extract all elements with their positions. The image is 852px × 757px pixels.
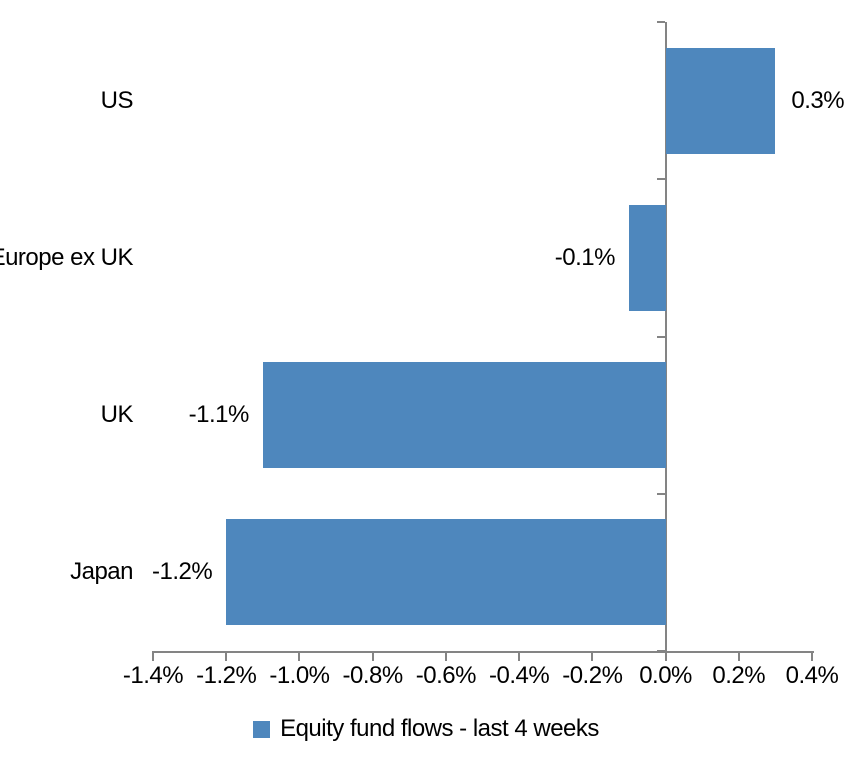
category-tick	[656, 492, 665, 495]
legend: Equity fund flows - last 4 weeks	[0, 711, 852, 747]
category-label: UK	[100, 401, 134, 429]
x-tick-label: -0.4%	[489, 662, 550, 689]
zero-axis-line	[664, 22, 667, 651]
category-tick	[656, 21, 665, 23]
bar-value-label: 0.3%	[791, 86, 845, 114]
x-tick-label: 0.0%	[639, 662, 692, 689]
legend-label: Equity fund flows - last 4 weeks	[280, 715, 599, 742]
bar-us	[665, 47, 776, 154]
x-tick-label: -0.2%	[562, 662, 623, 689]
x-tick	[225, 651, 228, 661]
x-tick	[664, 651, 667, 661]
x-tick	[371, 651, 374, 661]
bar-value-label: -1.1%	[188, 401, 250, 429]
x-tick-label: -1.2%	[196, 662, 257, 689]
category-label: Japan	[70, 558, 133, 586]
x-tick	[737, 651, 740, 661]
category-tick	[656, 178, 665, 181]
bar-japan	[226, 519, 666, 626]
x-tick	[591, 651, 594, 661]
x-tick	[518, 651, 521, 661]
x-tick-label: -1.0%	[269, 662, 330, 689]
category-label: US	[100, 86, 134, 114]
x-tick	[811, 651, 813, 661]
x-tick	[444, 651, 447, 661]
x-tick	[298, 651, 301, 661]
bar-uk	[262, 362, 666, 469]
category-label: Europe ex UK	[0, 243, 134, 271]
bar-value-label: -0.1%	[554, 243, 616, 271]
x-tick-label: -1.4%	[122, 662, 184, 689]
x-tick-label: -0.8%	[342, 662, 404, 689]
x-tick-label: 0.4%	[785, 662, 839, 689]
x-tick	[152, 651, 154, 661]
x-tick-label: -0.6%	[415, 662, 477, 689]
bar-value-label: -1.2%	[152, 558, 213, 586]
x-tick-label: 0.2%	[712, 662, 766, 689]
x-axis-line	[153, 651, 814, 653]
bar-europe-ex-uk	[628, 204, 666, 311]
category-tick	[656, 335, 665, 338]
legend-marker-swatch	[253, 720, 271, 738]
